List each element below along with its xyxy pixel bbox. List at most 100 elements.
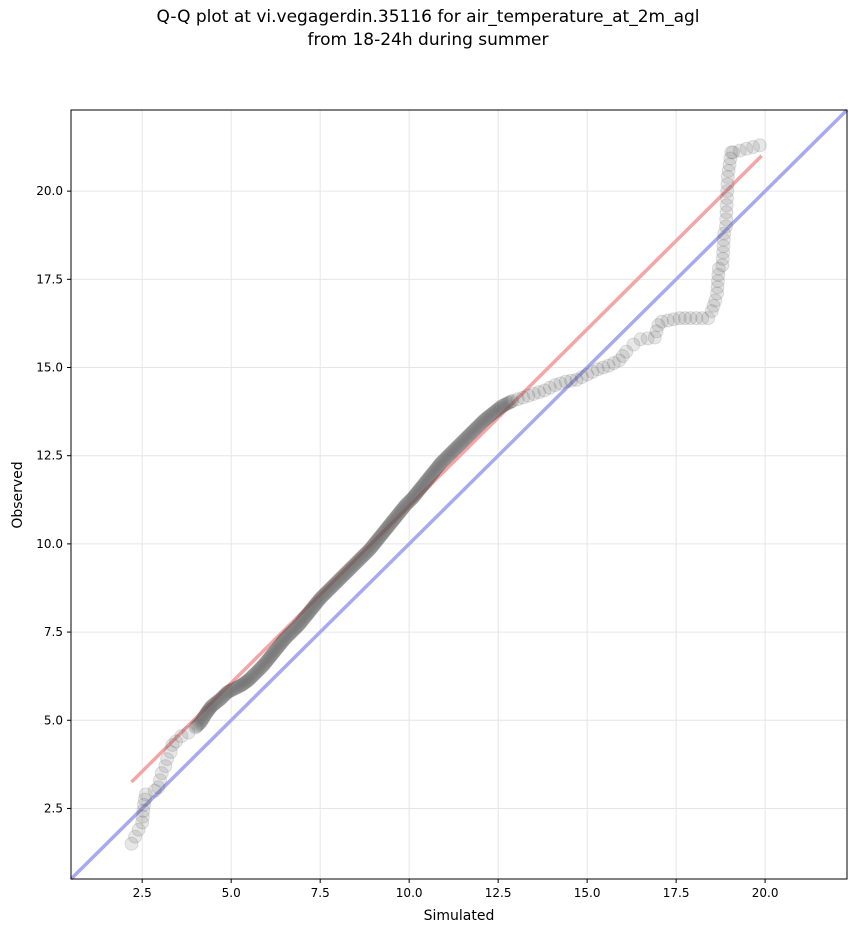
data-point xyxy=(369,534,384,549)
data-point xyxy=(412,482,427,497)
data-point xyxy=(429,462,444,477)
data-point xyxy=(720,184,735,199)
data-point xyxy=(382,518,397,533)
data-point xyxy=(487,405,502,420)
data-point xyxy=(400,495,415,510)
data-point xyxy=(474,415,489,430)
data-point xyxy=(207,697,222,712)
data-point xyxy=(672,311,687,326)
data-point xyxy=(295,612,310,627)
data-point xyxy=(353,551,368,566)
data-point xyxy=(332,572,347,587)
data-point xyxy=(214,690,229,705)
data-point xyxy=(256,658,271,673)
data-point xyxy=(308,597,323,612)
data-point xyxy=(476,413,491,428)
data-point xyxy=(284,625,299,640)
data-point xyxy=(596,360,611,375)
data-point xyxy=(389,509,404,524)
fit-line xyxy=(130,154,763,784)
data-point xyxy=(500,396,515,411)
data-point xyxy=(449,440,464,455)
y-axis-label: Observed xyxy=(10,461,26,528)
data-point xyxy=(321,583,336,598)
data-point xyxy=(384,515,399,530)
data-point xyxy=(715,251,730,266)
data-point xyxy=(195,712,210,727)
data-point xyxy=(489,403,504,418)
data-point xyxy=(678,311,693,326)
data-point xyxy=(660,313,675,328)
x-tick-label: 5.0 xyxy=(222,886,241,900)
data-point xyxy=(258,656,273,671)
data-point xyxy=(191,717,206,732)
data-point xyxy=(397,499,412,514)
data-point xyxy=(213,692,228,707)
data-point xyxy=(402,494,417,509)
data-point xyxy=(465,425,480,440)
data-point xyxy=(490,402,505,417)
data-point xyxy=(128,829,143,844)
data-point xyxy=(416,477,431,492)
data-point xyxy=(497,397,512,412)
data-point xyxy=(281,628,296,643)
data-point xyxy=(516,390,531,405)
data-point xyxy=(453,436,468,451)
data-point xyxy=(233,678,248,693)
data-point xyxy=(493,400,508,415)
data-point xyxy=(245,669,260,684)
data-point xyxy=(719,205,734,220)
data-point xyxy=(366,538,381,553)
data-point xyxy=(426,465,441,480)
data-point xyxy=(246,667,261,682)
data-point xyxy=(226,682,241,697)
y-tick-label: 12.5 xyxy=(36,449,63,463)
data-point xyxy=(217,688,232,703)
data-point xyxy=(218,687,233,702)
data-point xyxy=(503,394,518,409)
data-point xyxy=(314,590,329,605)
data-point xyxy=(297,610,312,625)
y-tick-label: 5.0 xyxy=(44,713,63,727)
data-point xyxy=(293,615,308,630)
data-point xyxy=(312,592,327,607)
data-point xyxy=(181,725,196,740)
data-point xyxy=(373,529,388,544)
data-point xyxy=(367,537,382,552)
data-point xyxy=(294,614,309,629)
data-point xyxy=(174,729,189,744)
data-point xyxy=(406,489,421,504)
data-point xyxy=(419,473,434,488)
data-point xyxy=(270,640,285,655)
data-point xyxy=(249,665,264,680)
data-point xyxy=(339,565,354,580)
data-point xyxy=(475,414,490,429)
data-point xyxy=(238,675,253,690)
data-point xyxy=(342,562,357,577)
data-point xyxy=(468,421,483,436)
data-point xyxy=(305,601,320,616)
data-point xyxy=(385,514,400,529)
data-point xyxy=(380,520,395,535)
data-point xyxy=(408,487,423,502)
data-point xyxy=(273,637,288,652)
data-point xyxy=(340,564,355,579)
data-point xyxy=(433,457,448,472)
data-point xyxy=(376,525,391,540)
data-point xyxy=(601,358,616,373)
data-point xyxy=(151,780,166,795)
data-point xyxy=(454,435,469,450)
data-point xyxy=(438,451,453,466)
y-axis-ticks: 2.5 5.0 7.5 10.0 12.5 15.0 17.5 20.0 xyxy=(36,184,71,815)
data-point xyxy=(285,623,300,638)
x-tick-label: 20.0 xyxy=(752,886,779,900)
data-point xyxy=(138,787,153,802)
data-point xyxy=(363,542,378,557)
data-point xyxy=(158,759,173,774)
data-point xyxy=(723,151,738,166)
data-point xyxy=(352,552,367,567)
data-point xyxy=(349,555,364,570)
data-point xyxy=(201,702,216,717)
data-point xyxy=(282,627,297,642)
data-point xyxy=(420,472,435,487)
